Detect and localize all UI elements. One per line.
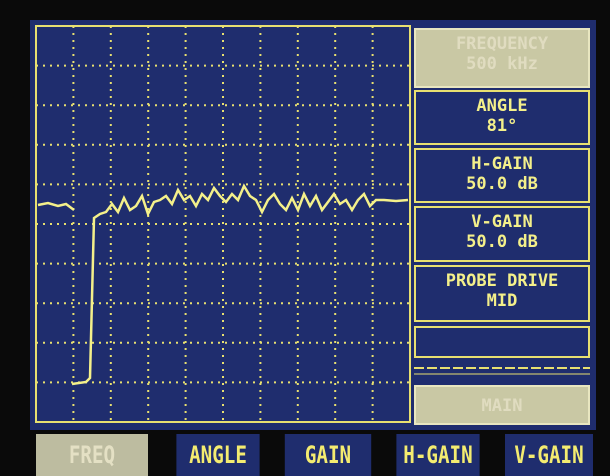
- value: 50.0 dB: [416, 174, 588, 194]
- value: MID: [416, 291, 588, 311]
- instrument-screen: FREQUENCY500 kHz ANGLE81° H-GAIN50.0 dB …: [0, 0, 610, 476]
- label: FREQUENCY: [416, 34, 588, 54]
- softkey[interactable]: H-GAIN: [396, 434, 479, 476]
- label: PROBE DRIVE: [416, 271, 588, 291]
- value: 81°: [416, 116, 588, 136]
- value: 50.0 dB: [416, 232, 588, 252]
- label: ANGLE: [416, 96, 588, 116]
- softkey[interactable]: GAIN: [285, 434, 371, 476]
- softkey[interactable]: ANGLE: [176, 434, 259, 476]
- label: V-GAIN: [416, 212, 588, 232]
- empty-box: [414, 326, 590, 358]
- value: 500 kHz: [416, 54, 588, 74]
- label: H-GAIN: [416, 154, 588, 174]
- softkey[interactable]: FREQ: [36, 434, 148, 476]
- softkey[interactable]: V-GAIN: [505, 434, 593, 476]
- main-box[interactable]: MAIN: [414, 385, 590, 425]
